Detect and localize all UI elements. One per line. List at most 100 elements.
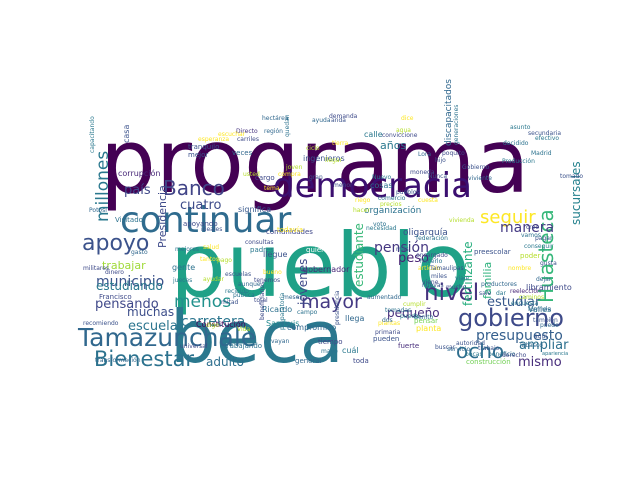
- word-beca: beca: [170, 295, 344, 379]
- word-encargado: encargado: [416, 252, 448, 259]
- word-joven: joven: [285, 164, 303, 171]
- word-vamos: vamos: [521, 232, 541, 239]
- word-millones: millones: [93, 151, 113, 222]
- word-tenemos: tenemos: [254, 277, 280, 284]
- word-cumplir: cumplir: [403, 301, 426, 308]
- word-anos: años: [380, 139, 406, 152]
- word-bienestar: Bienestar: [94, 347, 194, 371]
- word-ingenieros: ingenieros: [303, 154, 345, 163]
- word-publica: pública: [233, 292, 255, 299]
- word-ideales: ideales: [201, 226, 222, 233]
- word-tomado: tomado: [560, 173, 583, 180]
- word-pago: pago: [217, 257, 232, 264]
- word-recomiendo: recomiendo: [83, 320, 119, 327]
- word-llega: llega: [345, 314, 364, 323]
- word-estudiante: estudiante: [352, 223, 366, 287]
- word-pueden: pueden: [373, 335, 399, 343]
- word-discapacitados: discapacitados: [444, 79, 454, 146]
- word-demanda: demanda: [329, 113, 358, 120]
- word-todavia: todavía: [277, 226, 303, 234]
- word-visitado: Visitado: [115, 216, 143, 224]
- word-ayudar: ayudar: [203, 276, 225, 283]
- word-poder: poder: [520, 252, 540, 260]
- word-productores: productores: [481, 281, 517, 288]
- word-preescolar: preescolar: [474, 248, 511, 256]
- word-significa: significa: [238, 205, 271, 214]
- word-gusta: gusta: [540, 260, 557, 267]
- word-nuevas: nuevas: [422, 282, 444, 289]
- word-escuchar: escuchar: [218, 131, 246, 138]
- word-compromiso: compromiso: [287, 323, 336, 332]
- word-buscar: buscar: [435, 344, 456, 351]
- word-constitucion: Constitución: [196, 319, 246, 329]
- word-hacerlo: hacerlo: [420, 258, 443, 265]
- word-trabajar: trabajar: [102, 259, 146, 272]
- word-servicio: servicio: [447, 346, 470, 353]
- word-tamazunchale: Tamazunchale: [77, 323, 256, 352]
- word-cuesta: cuesta: [418, 197, 438, 204]
- word-presupuesto: presupuesto: [476, 328, 563, 344]
- word-pueblo: pueblo: [170, 214, 470, 317]
- word-hectarea: hectárea: [262, 115, 289, 122]
- word-universal: universal: [180, 343, 208, 350]
- word-escuelas: escuelas: [225, 271, 251, 278]
- word-aunque: aunque: [238, 281, 261, 288]
- word-peso: peso: [398, 251, 429, 266]
- word-gran: gran: [309, 174, 323, 181]
- word-veces: veces: [232, 149, 253, 157]
- word-cargo: cargo: [255, 174, 275, 182]
- word-gobierno: Gobierno: [462, 164, 490, 171]
- word-tabasco: Tabasco: [518, 342, 543, 349]
- word-aqui: aquí: [534, 333, 547, 340]
- word-beneficiarios: beneficiarios: [259, 282, 266, 320]
- word-gobernador: gobernador: [303, 265, 350, 274]
- word-conviccione: conviccione: [382, 132, 418, 139]
- word-cuatro: cuatro: [180, 198, 222, 213]
- word-corrupcion: corrupción: [118, 168, 160, 178]
- word-nuevo: Nuevo: [372, 174, 392, 181]
- word-gente: gente: [172, 263, 195, 272]
- word-cosas: cosas: [370, 181, 393, 190]
- word-primaria: primaria: [375, 329, 401, 336]
- word-adulto: adulto: [206, 355, 244, 369]
- word-ricardo: Ricardo: [262, 305, 292, 314]
- word-miles: miles: [431, 273, 447, 280]
- word-tema: tema: [264, 185, 280, 192]
- word-pueblos: pueblos: [396, 189, 420, 196]
- word-dos: dos: [382, 317, 393, 324]
- word-oligarquia: oligarquía: [403, 228, 448, 238]
- word-pension: pensión: [374, 240, 429, 256]
- word-precios: precios: [380, 201, 402, 208]
- word-calle: calle: [364, 130, 383, 139]
- word-ciclo: ciclo: [306, 145, 320, 152]
- word-pais: país: [124, 183, 151, 198]
- word-militares: militares: [83, 265, 109, 272]
- word-francisco: Francisco: [99, 293, 132, 301]
- word-hijo: hijo: [435, 157, 446, 164]
- word-meses: meses: [283, 294, 302, 301]
- word-directo: Directo: [236, 128, 258, 135]
- word-tranquilo: tranquilo: [188, 143, 219, 151]
- word-llegue: llegue: [263, 250, 288, 259]
- word-usted: usted: [243, 171, 260, 178]
- word-salud: salud: [203, 244, 219, 251]
- word-pensando: pensando: [95, 297, 159, 312]
- word-presidencia: Presidencia: [156, 185, 169, 248]
- word-casa: casa: [122, 125, 131, 143]
- word-ayuda: ayuda: [312, 117, 331, 124]
- word-tantos: tantos: [200, 256, 219, 263]
- word-autoridad: autoridad: [456, 340, 485, 347]
- word-estudiar: estudiar: [487, 295, 541, 310]
- word-mitad: mitad: [221, 299, 239, 306]
- word-anda: anda: [331, 117, 346, 124]
- word-mejor: mejor: [188, 151, 208, 159]
- word-generaciones: generaciones: [453, 105, 460, 145]
- word-mejores: mejores: [175, 246, 199, 253]
- word-dinero: dinero: [105, 269, 124, 276]
- word-agua: agua: [396, 127, 411, 134]
- word-seguir: seguir: [480, 207, 536, 228]
- word-viene: viene: [422, 279, 439, 286]
- word-becas: becas: [465, 351, 483, 358]
- word-vayan: vayan: [271, 338, 289, 345]
- word-mucho: mucho: [446, 284, 467, 291]
